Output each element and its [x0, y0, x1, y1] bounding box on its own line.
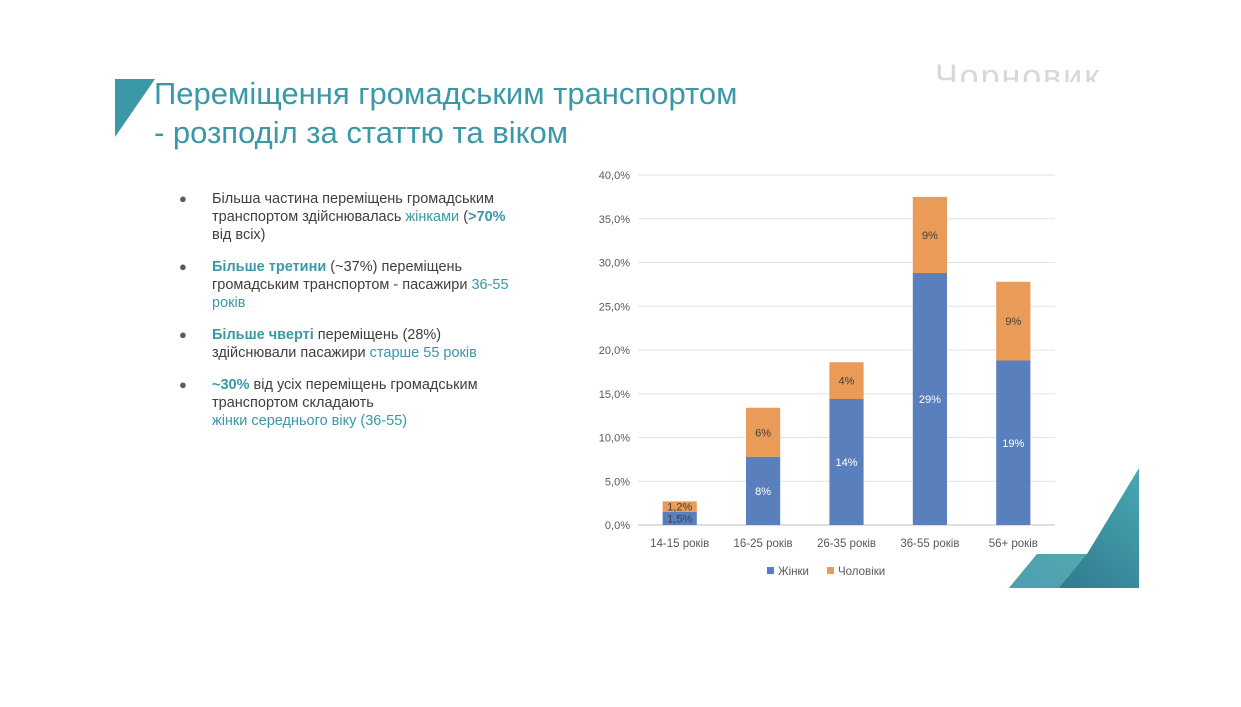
bullet-highlight: ~30%	[212, 377, 250, 393]
data-label: 1,5%	[667, 513, 692, 525]
y-tick-label: 20,0%	[599, 345, 630, 357]
bullet-text: від всіх)	[212, 227, 266, 243]
slide: Чорновик Переміщення громадським транспо…	[115, 58, 1139, 588]
bullet-list: ● Більша частина переміщень громадським …	[179, 190, 519, 444]
bullet-text: (~37%) переміщень громадським транспорто…	[212, 259, 472, 293]
bullet-dot-icon: ●	[179, 377, 187, 392]
bullet-dot-icon: ●	[179, 259, 187, 274]
bullet-item: ● Більша частина переміщень громадським …	[179, 190, 519, 244]
bar-men	[912, 196, 947, 273]
bullet-highlight: жінки середнього віку (36-55)	[212, 413, 408, 429]
bullet-highlight: Більше чверті	[212, 327, 314, 343]
title-line-2: - розподіл за статтю та віком	[154, 115, 569, 150]
data-label: 9%	[1005, 316, 1021, 328]
y-tick-label: 5,0%	[605, 476, 630, 488]
y-tick-label: 10,0%	[599, 433, 630, 445]
y-tick-label: 25,0%	[599, 301, 630, 313]
y-tick-label: 30,0%	[599, 258, 630, 270]
bullet-text: від усіх переміщень громадським транспор…	[212, 377, 478, 411]
y-tick-label: 0,0%	[605, 520, 630, 532]
title-line-1: Переміщення громадським транспортом	[154, 76, 738, 111]
y-tick-label: 40,0%	[599, 170, 630, 182]
x-tick-label: 56+ років	[989, 538, 1038, 550]
bullet-text: переміщень (28%) здійснювали пасажири	[212, 327, 442, 361]
bullet-highlight: Більше третини	[212, 259, 327, 275]
bar-women	[829, 399, 864, 525]
data-label: 8%	[755, 486, 771, 498]
legend-label: Чоловіки	[838, 566, 885, 578]
bullet-item: ● ~30% від усіх переміщень громадським т…	[179, 376, 519, 430]
legend-label: Жінки	[778, 566, 809, 578]
y-tick-label: 35,0%	[599, 214, 630, 226]
bullet-highlight: >70%	[468, 209, 506, 225]
data-label: 29%	[919, 394, 941, 406]
x-tick-label: 36-55 років	[900, 538, 959, 550]
y-tick-label: 15,0%	[599, 389, 630, 401]
bullet-highlight: 36-55 років	[212, 277, 509, 311]
x-tick-label: 14-15 років	[650, 538, 709, 550]
legend-swatch	[767, 567, 774, 574]
bar-men	[746, 407, 781, 457]
bar-women	[746, 456, 781, 525]
bar-women	[662, 511, 697, 525]
data-label: 9%	[922, 230, 938, 242]
bullet-item: ● Більше третини (~37%) переміщень грома…	[179, 258, 519, 312]
bullet-text: (	[459, 209, 469, 225]
slide-title: Переміщення громадським транспортом - ро…	[154, 74, 814, 152]
data-label: 4%	[839, 376, 855, 388]
bar-men	[662, 501, 697, 512]
bar-men	[996, 281, 1031, 361]
bullet-highlight: жінками	[405, 209, 460, 225]
data-label: 1,2%	[667, 502, 692, 514]
data-label: 14%	[835, 457, 857, 469]
bullet-highlight: старше 55 років	[369, 345, 477, 361]
data-label: 6%	[755, 427, 771, 439]
watermark: Чорновик	[935, 58, 1102, 82]
bar-women	[912, 273, 947, 525]
bullet-text: Більша частина переміщень громадським тр…	[212, 191, 494, 225]
bar-women	[996, 360, 1031, 525]
stacked-bar-chart: 0,0% 5,0% 10,0% 15,0% 20,0% 25,0% 30,0% 35,0% 40…	[599, 170, 1055, 578]
x-tick-label: 26-35 років	[817, 538, 876, 550]
bar-men	[829, 362, 864, 399]
x-tick-label: 16-25 років	[734, 538, 793, 550]
bullet-dot-icon: ●	[179, 327, 187, 342]
corner-decoration-bottom-right	[1009, 468, 1139, 588]
bullet-dot-icon: ●	[179, 191, 187, 206]
legend-swatch	[827, 567, 834, 574]
data-label: 19%	[1002, 438, 1024, 450]
bullet-item: ● Більше чверті переміщень (28%) здійсню…	[179, 326, 519, 362]
corner-decoration-top-left	[115, 79, 155, 137]
